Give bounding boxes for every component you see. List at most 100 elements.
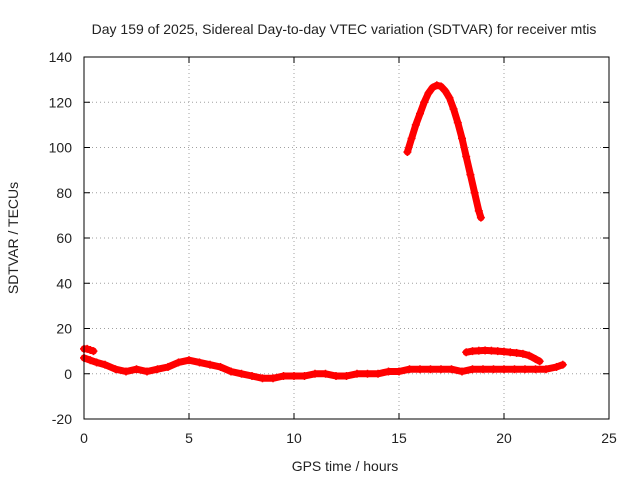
data-point [424,89,433,98]
data-point [279,372,288,381]
data-point [384,367,393,376]
data-point [474,206,483,215]
data-point [89,347,98,356]
data-point [531,355,540,364]
data-point [363,369,372,378]
data-point [535,357,544,366]
x-tick-label: 25 [601,430,617,446]
series-baseline [80,353,567,383]
data-point [525,351,534,360]
data-point [518,349,527,358]
data-point [479,365,487,374]
x-tick-label: 5 [185,430,193,446]
series-peak-arc [403,81,485,222]
x-tick-label: 20 [496,430,512,446]
data-point [476,213,485,222]
data-point [332,372,340,381]
data-point [437,82,445,91]
data-point [321,369,330,378]
y-tick-label: 80 [56,185,72,201]
data-point [458,367,466,376]
data-point [403,148,412,157]
data-point [542,365,550,374]
chart-title: Day 159 of 2025, Sidereal Day-to-day VTE… [92,21,597,37]
y-tick-label: 140 [49,49,73,65]
y-tick-label: 100 [49,140,73,156]
data-point [237,369,246,378]
x-tick-label: 15 [391,430,407,446]
data-point [311,369,319,378]
data-point [195,358,204,367]
tick-labels: 0 5 10 15 20 25 -20 0 20 40 60 80 100 120 140 [49,49,617,446]
data-point [153,365,162,374]
data-point [411,120,420,129]
data-point [342,372,351,381]
data-point [489,365,498,374]
data-point [164,362,172,371]
data-point [300,372,309,381]
data-point [558,360,567,369]
data-point [510,365,519,374]
data-point [432,81,441,90]
data-point [521,365,529,374]
data-point [512,348,521,357]
data-point [248,372,256,381]
data-point [458,134,466,143]
series-layer [80,81,567,383]
data-point [420,98,429,107]
data-point [426,365,435,374]
data-point [132,365,141,374]
y-axis-label: SDTVAR / TECUs [5,182,21,294]
data-point [258,374,267,383]
data-point [111,365,120,374]
data-point [101,360,109,369]
y-tick-label: -20 [52,411,72,427]
y-tick-label: 20 [56,321,72,337]
data-point [500,365,508,374]
x-axis-label: GPS time / hours [292,458,399,474]
x-tick-label: 10 [286,430,302,446]
data-point [395,367,403,376]
y-tick-label: 40 [56,275,72,291]
series-late-rise [462,346,544,366]
data-point [290,372,298,381]
x-tick-label: 0 [80,430,88,446]
y-tick-label: 60 [56,230,72,246]
y-tick-label: 0 [64,366,72,382]
data-point [92,358,101,367]
data-point [122,367,130,376]
data-point [437,365,445,374]
data-point [449,105,458,114]
data-point [428,83,437,92]
data-point [374,369,382,378]
data-point [447,365,456,374]
y-tick-label: 120 [49,94,73,110]
data-point [353,369,361,378]
data-point [462,152,471,161]
data-point [445,93,454,102]
grid-lines [84,57,609,419]
data-point [470,188,479,197]
data-point [143,367,151,376]
data-point [227,367,235,376]
data-point [216,362,225,371]
data-point [416,109,424,118]
data-point [185,356,193,365]
data-point [86,356,95,365]
data-point [206,360,214,369]
axis-ticks [83,56,610,420]
data-point [407,134,416,143]
data-point [466,170,475,179]
data-point [405,365,414,374]
data-point [269,374,277,383]
data-point [468,365,477,374]
data-point [531,365,540,374]
data-point [453,118,462,127]
data-point [416,365,424,374]
data-point [174,358,183,367]
data-point [552,362,561,371]
data-point [441,86,450,95]
data-point [462,348,471,357]
